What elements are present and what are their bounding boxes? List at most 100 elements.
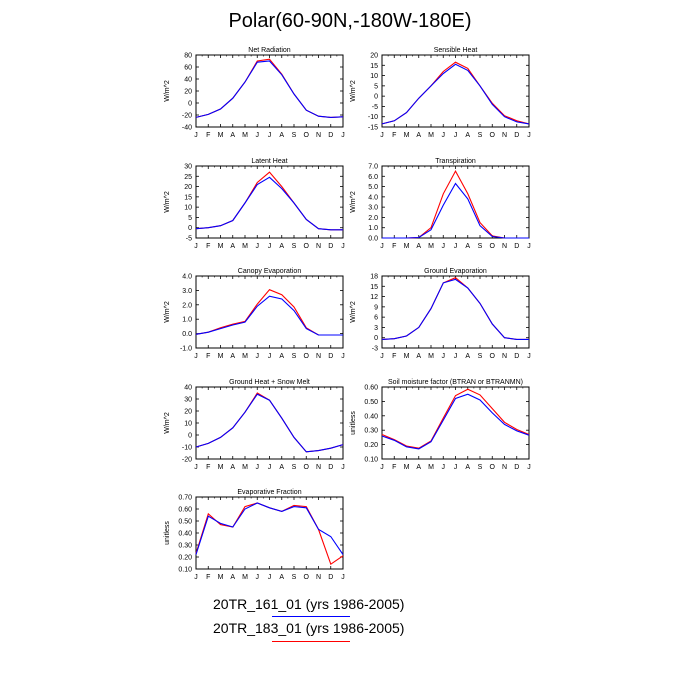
panel-2-ytick-label: -5 bbox=[372, 104, 378, 111]
panel-3-xtick-label: S bbox=[292, 243, 297, 250]
panel-6-xtick-label: M bbox=[428, 353, 434, 360]
panel-8-series-1-line bbox=[381, 393, 530, 450]
panel-2-xtick-label: J bbox=[527, 132, 531, 139]
panel-7-xtick-label: A bbox=[279, 464, 284, 471]
panel-7-xtick-label: J bbox=[268, 464, 272, 471]
panel-6-xtick-label: S bbox=[478, 353, 483, 360]
panel-2-ytick-label: 10 bbox=[370, 73, 378, 80]
panel-9-xtick-label: D bbox=[328, 574, 333, 581]
panel-6-xtick-label: F bbox=[392, 353, 396, 360]
panel-2-xtick-label: M bbox=[404, 132, 410, 139]
panel-8-xtick-label: N bbox=[502, 464, 507, 471]
panel-9-xtick-label: J bbox=[268, 574, 272, 581]
panel-7-xtick-label: J bbox=[341, 464, 345, 471]
panel-3-ytick-label: 10 bbox=[184, 205, 192, 212]
panel-4-xtick-label: S bbox=[478, 243, 483, 250]
panel-8-xtick-label: J bbox=[454, 464, 458, 471]
panel-5-ytick-label: 2.0 bbox=[182, 302, 192, 309]
panel-8-ylabel: unitless bbox=[350, 411, 357, 435]
panel-8-ytick-label: 0.50 bbox=[364, 399, 378, 406]
panel-8-title: Soil moisture factor (BTRAN or BTRANMN) bbox=[388, 379, 523, 386]
panel-9-ytick-label: 0.30 bbox=[178, 543, 192, 550]
panel-5-ytick-label: 0.0 bbox=[182, 331, 192, 338]
panel-9-xtick-label: J bbox=[341, 574, 345, 581]
panel-1-ytick-label: -20 bbox=[182, 113, 192, 120]
panel-3-xtick-label: D bbox=[328, 243, 333, 250]
panel-5-xtick-label: J bbox=[194, 353, 198, 360]
panel-5-ytick-label: -1.0 bbox=[180, 346, 192, 353]
panel-8-xtick-label: A bbox=[416, 464, 421, 471]
panel-1-ytick-label: 40 bbox=[184, 77, 192, 84]
panel-8-xtick-label: O bbox=[490, 464, 496, 471]
panel-8-series-2-line bbox=[381, 388, 530, 449]
panel-1-ytick-label: -40 bbox=[182, 125, 192, 132]
panel-7-ytick-label: 30 bbox=[184, 397, 192, 404]
panel-2-xtick-label: A bbox=[465, 132, 470, 139]
panel-7-ytick-label: 10 bbox=[184, 421, 192, 428]
panel-9-title: Evaporative Fraction bbox=[237, 489, 301, 496]
panel-1-ylabel: W/m^2 bbox=[164, 80, 171, 102]
panel-1-xtick-label: A bbox=[279, 132, 284, 139]
panel-3-xtick-label: N bbox=[316, 243, 321, 250]
panel-5-xtick-label: A bbox=[279, 353, 284, 360]
panel-7-frame bbox=[195, 386, 344, 460]
panel-1-ytick-label: 60 bbox=[184, 65, 192, 72]
panel-9-ytick-label: 0.20 bbox=[178, 555, 192, 562]
panel-2-ytick-label: -10 bbox=[368, 114, 378, 121]
panel-3-ytick-label: 0 bbox=[188, 225, 192, 232]
panel-9-xtick-label: F bbox=[206, 574, 210, 581]
panel-4-series-1-line bbox=[382, 182, 529, 239]
panel-6-ytick-label: 3 bbox=[374, 325, 378, 332]
panel-6-xtick-label: J bbox=[380, 353, 384, 360]
panel-9-xtick-label: J bbox=[256, 574, 260, 581]
panel-5-ylabel: W/m^2 bbox=[164, 301, 171, 323]
panel-9-ylabel: unitless bbox=[164, 521, 171, 545]
panel-2-xtick-label: N bbox=[502, 132, 507, 139]
panel-6-xtick-label: O bbox=[490, 353, 496, 360]
panel-5-frame bbox=[195, 275, 344, 349]
panel-2-xtick-label: O bbox=[490, 132, 496, 139]
panel-1-series-2-line bbox=[195, 58, 344, 118]
panel-7-ytick-label: 20 bbox=[184, 409, 192, 416]
panel-4-xtick-label: D bbox=[514, 243, 519, 250]
panel-6-series-1-line bbox=[381, 278, 529, 340]
panel-6-title: Ground Evaporation bbox=[424, 268, 487, 275]
panel-6-xtick-label: N bbox=[502, 353, 507, 360]
panel-9-ytick-label: 0.70 bbox=[178, 495, 192, 502]
panel-4-ytick-label: 5.0 bbox=[368, 184, 378, 191]
panel-8-xtick-label: D bbox=[514, 464, 519, 471]
panel-1-xtick-label: A bbox=[230, 132, 235, 139]
panel-5-xtick-label: J bbox=[268, 353, 272, 360]
panel-4-ytick-label: 3.0 bbox=[368, 205, 378, 212]
panel-5-xtick-label: J bbox=[256, 353, 260, 360]
panel-5-xtick-label: M bbox=[242, 353, 248, 360]
panel-3-title: Latent Heat bbox=[251, 158, 287, 165]
panel-6-ytick-label: 6 bbox=[374, 315, 378, 322]
panel-4-xtick-label: O bbox=[490, 243, 496, 250]
panel-4-ytick-label: 4.0 bbox=[368, 194, 378, 201]
panel-9-xtick-label: S bbox=[292, 574, 297, 581]
panel-9-ytick-label: 0.60 bbox=[178, 507, 192, 514]
panel-4-xtick-label: A bbox=[416, 243, 421, 250]
panel-8-xtick-label: J bbox=[527, 464, 531, 471]
panel-2-xtick-label: J bbox=[380, 132, 384, 139]
panel-5-xtick-label: N bbox=[316, 353, 321, 360]
panel-9-series-1-line bbox=[195, 502, 344, 555]
panel-2-ytick-label: 0 bbox=[374, 94, 378, 101]
panel-9-xtick-label: M bbox=[218, 574, 224, 581]
panel-9-xtick-label: M bbox=[242, 574, 248, 581]
panel-4-ylabel: W/m^2 bbox=[350, 191, 357, 213]
panel-4-ytick-label: 1.0 bbox=[368, 225, 378, 232]
panel-2-ylabel: W/m^2 bbox=[350, 80, 357, 102]
panel-6-xtick-label: A bbox=[465, 353, 470, 360]
panel-1-xtick-label: J bbox=[256, 132, 260, 139]
panel-7-xtick-label: D bbox=[328, 464, 333, 471]
panel-6-xtick-label: J bbox=[454, 353, 458, 360]
panel-5-xtick-label: O bbox=[304, 353, 310, 360]
panel-8-ytick-label: 0.30 bbox=[364, 428, 378, 435]
panel-6-ytick-label: 0 bbox=[374, 335, 378, 342]
panel-2-series-1-line bbox=[381, 63, 530, 125]
panel-2-ytick-label: 15 bbox=[370, 63, 378, 70]
panel-5-xtick-label: M bbox=[218, 353, 224, 360]
